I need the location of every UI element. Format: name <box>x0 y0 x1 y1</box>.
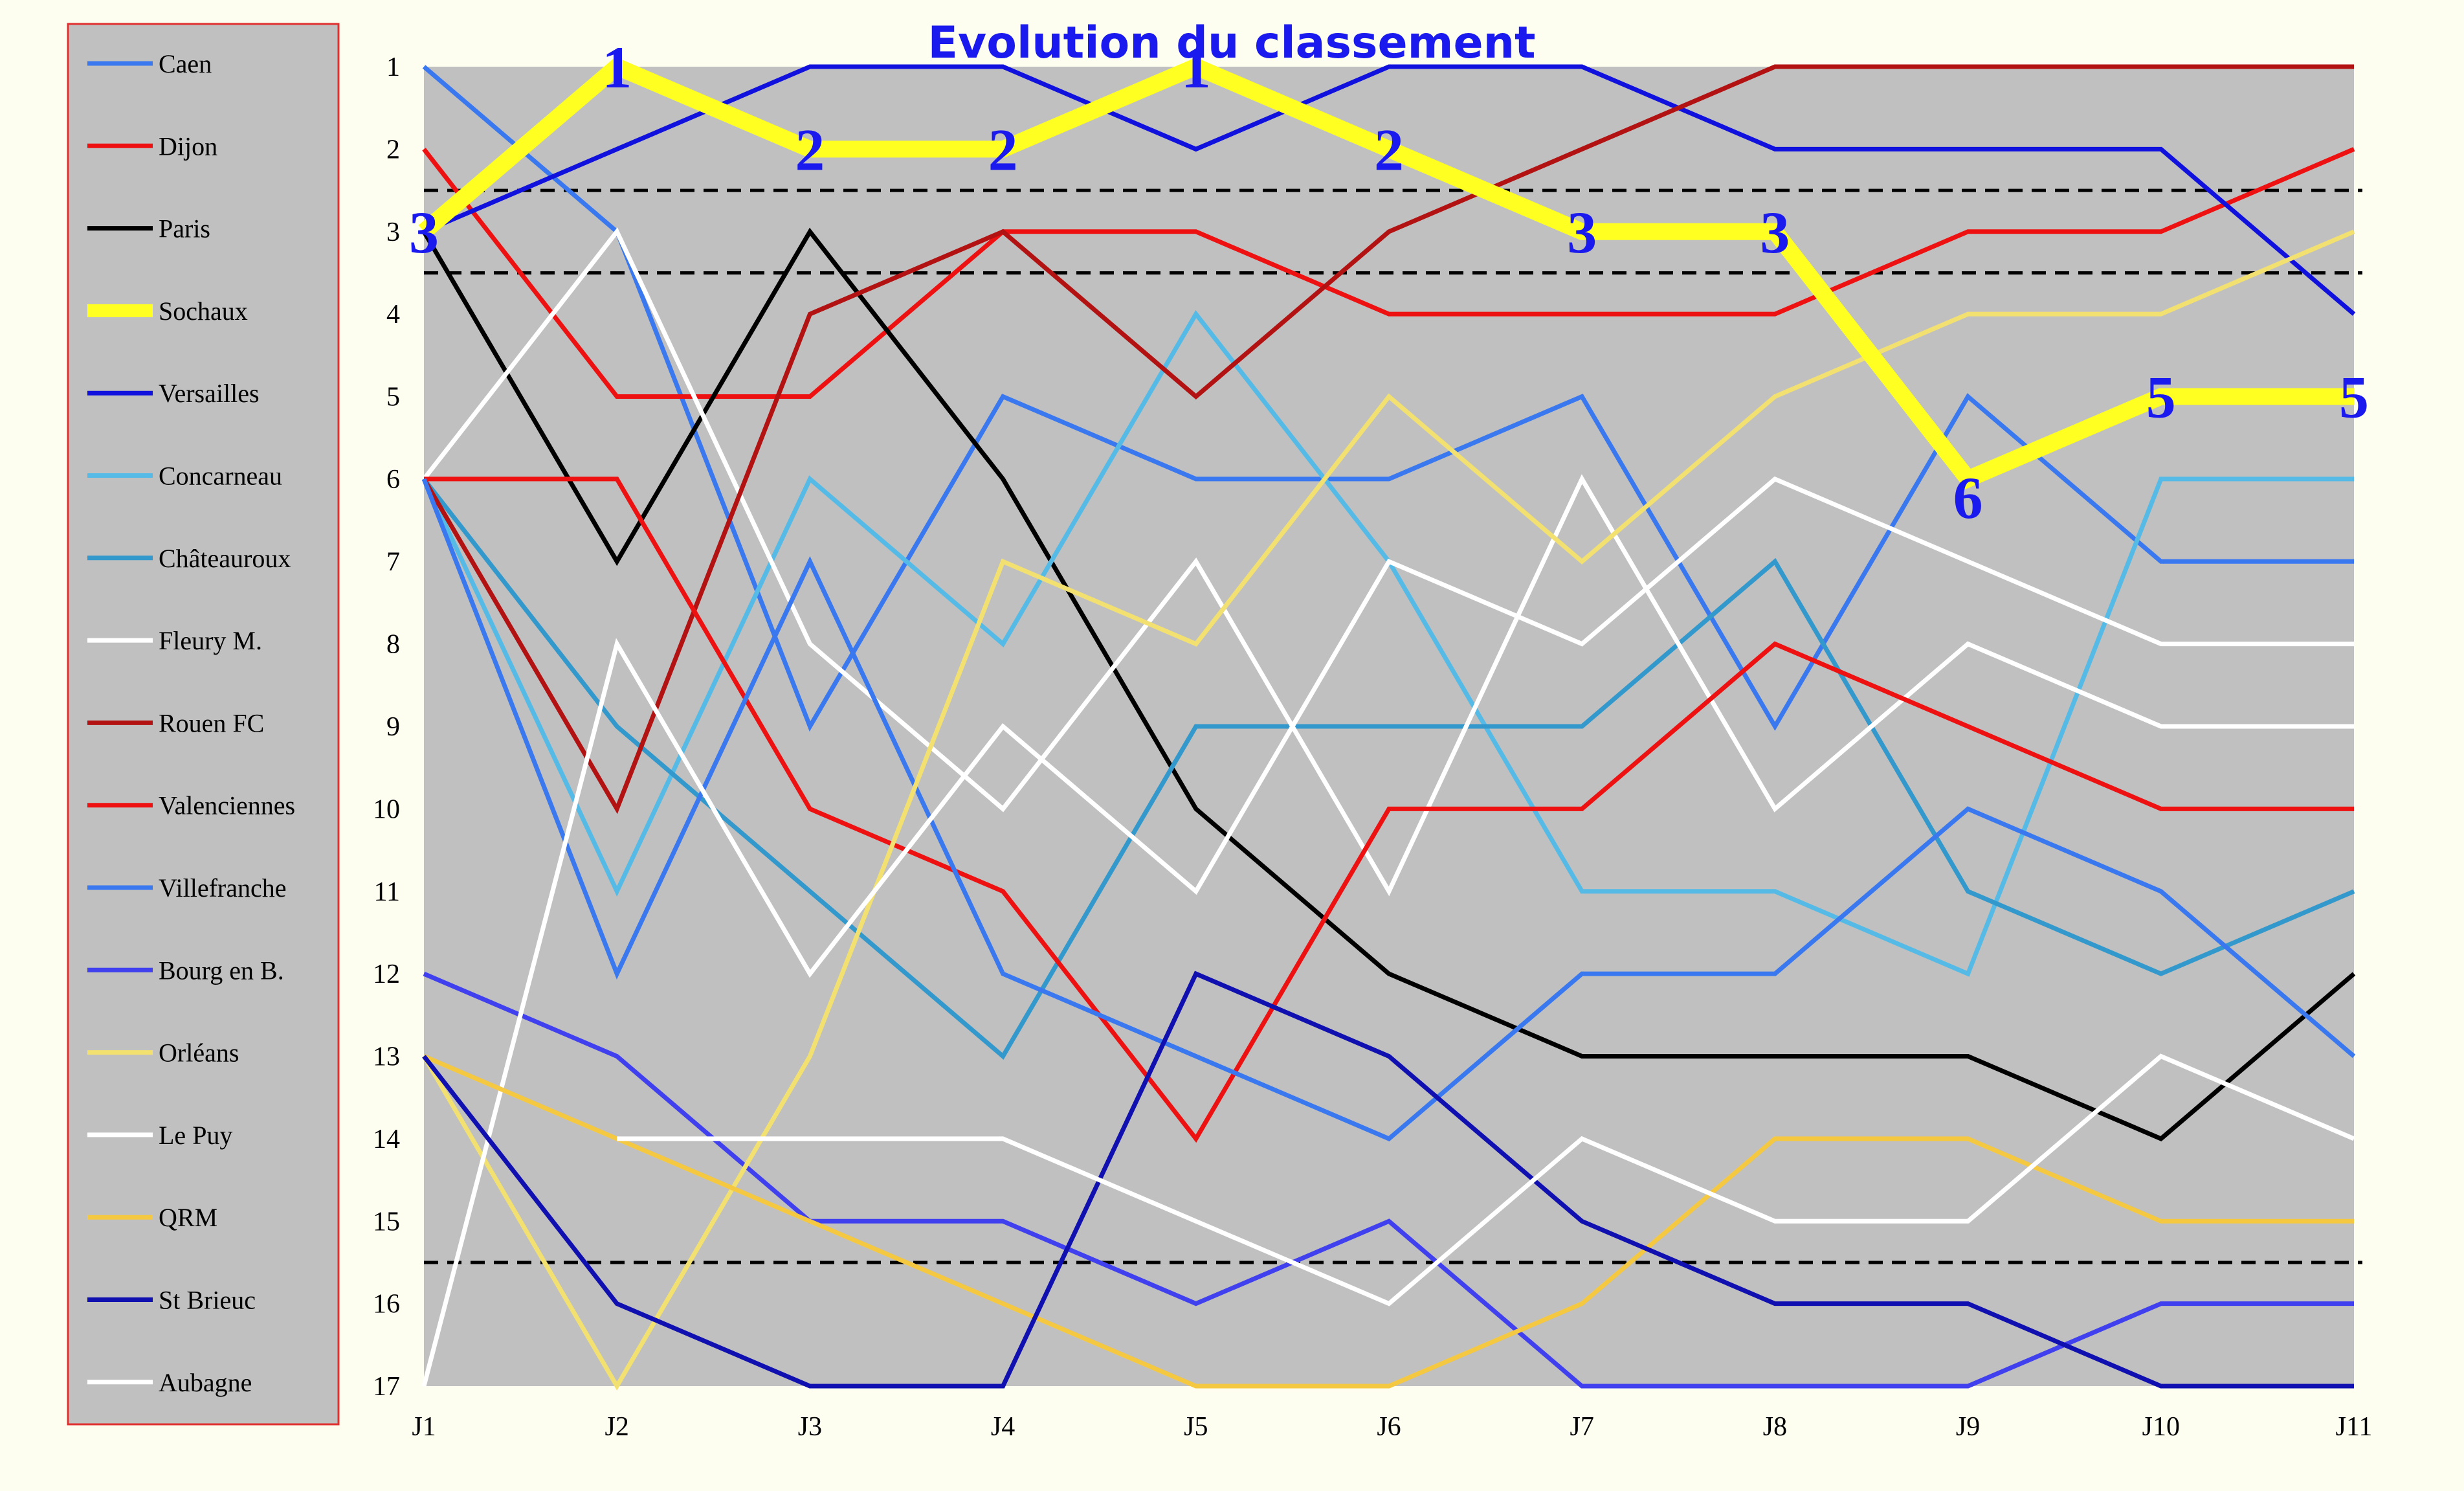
legend: Caen Dijon Paris Sochaux Versailles Concarnea… <box>87 49 295 1397</box>
y-tick-label: 9 <box>386 712 400 742</box>
highlight-value-label: 1 <box>602 34 632 100</box>
x-axis: J1 J2 J3 J4 J5 J6 J7 J8 J9 J10 J11 <box>412 1412 2372 1442</box>
legend-label: Versailles <box>159 379 260 408</box>
y-tick-label: 4 <box>386 300 400 330</box>
series-line-st-brieuc <box>422 970 2354 1389</box>
legend-label: Orléans <box>159 1038 239 1068</box>
series-line-versailles <box>423 64 2356 316</box>
x-tick-label: J2 <box>605 1412 629 1442</box>
legend-label: Caen <box>159 49 212 78</box>
series-line-aubagne <box>617 1053 2355 1306</box>
legend-label: Villefranche <box>159 873 286 902</box>
highlight-value-label: 3 <box>1567 199 1597 265</box>
series-line-le-puy <box>421 476 2354 1387</box>
legend-label: Sochaux <box>159 297 248 326</box>
x-tick-label: J11 <box>2336 1412 2373 1442</box>
x-tick-label: J3 <box>798 1412 822 1442</box>
legend-label: Valenciennes <box>159 791 295 820</box>
highlight-value-label: 3 <box>1760 199 1790 265</box>
series-line-orl-ans <box>421 229 2355 1391</box>
y-tick-label: 7 <box>386 547 400 577</box>
legend-label: Châteauroux <box>159 544 291 573</box>
legend-label: Le Puy <box>159 1121 232 1150</box>
highlight-value-label: 2 <box>1374 117 1404 183</box>
series-line-ch-teauroux <box>422 477 2355 1060</box>
series-line-fleury-m- <box>422 227 2354 897</box>
legend-label: Aubagne <box>159 1368 252 1397</box>
series-line-sochaux <box>418 56 2354 489</box>
highlight-value-label: 2 <box>795 117 825 183</box>
x-tick-label: J9 <box>1956 1412 1980 1442</box>
x-tick-label: J7 <box>1570 1412 1594 1442</box>
y-tick-label: 10 <box>373 794 400 824</box>
reference-lines <box>424 188 2362 1264</box>
series-line-villefranche <box>421 478 2356 1141</box>
x-tick-label: J4 <box>991 1412 1015 1442</box>
y-tick-label: 8 <box>386 630 400 660</box>
x-tick-label: J10 <box>2142 1412 2180 1442</box>
legend-label: QRM <box>159 1203 217 1232</box>
legend-label: Paris <box>159 214 210 243</box>
highlight-value-label: 1 <box>1181 34 1211 100</box>
y-tick-label: 14 <box>373 1125 400 1154</box>
legend-label: Fleury M. <box>159 626 262 655</box>
y-tick-label: 16 <box>373 1290 400 1319</box>
highlight-value-label: 5 <box>2339 364 2369 431</box>
legend-label: St Brieuc <box>159 1286 256 1315</box>
x-tick-label: J5 <box>1184 1412 1208 1442</box>
x-tick-label: J8 <box>1763 1412 1787 1442</box>
y-tick-label: 12 <box>373 959 400 989</box>
chart-title: Evolution du classement <box>927 17 1535 69</box>
y-tick-label: 6 <box>386 465 400 495</box>
series-line-paris <box>421 227 2356 1141</box>
highlight-value-label: 5 <box>2146 364 2176 431</box>
legend-label: Concarneau <box>159 462 282 491</box>
y-tick-label: 11 <box>374 877 400 907</box>
y-tick-label: 15 <box>373 1207 400 1237</box>
series-lines <box>418 56 2356 1391</box>
highlight-value-label: 6 <box>1953 465 1983 531</box>
y-tick-label: 5 <box>386 383 400 412</box>
highlight-value-label: 3 <box>409 199 439 265</box>
series-line-dijon <box>422 147 2355 399</box>
highlight-labels: 3 1 2 2 1 2 3 3 6 5 5 <box>409 34 2369 531</box>
legend-label: Rouen FC <box>159 708 264 737</box>
y-tick-label: 1 <box>386 52 400 82</box>
legend-label: Dijon <box>159 131 217 161</box>
y-tick-label: 2 <box>386 135 400 164</box>
highlight-value-label: 2 <box>988 117 1018 183</box>
y-tick-label: 13 <box>373 1042 400 1072</box>
y-tick-label: 17 <box>373 1372 400 1402</box>
x-tick-label: J1 <box>412 1412 436 1442</box>
x-tick-label: J6 <box>1377 1412 1401 1442</box>
legend-label: Bourg en B. <box>159 956 284 985</box>
series-line-rouen-fc <box>421 64 2354 814</box>
y-tick-label: 3 <box>386 218 400 247</box>
